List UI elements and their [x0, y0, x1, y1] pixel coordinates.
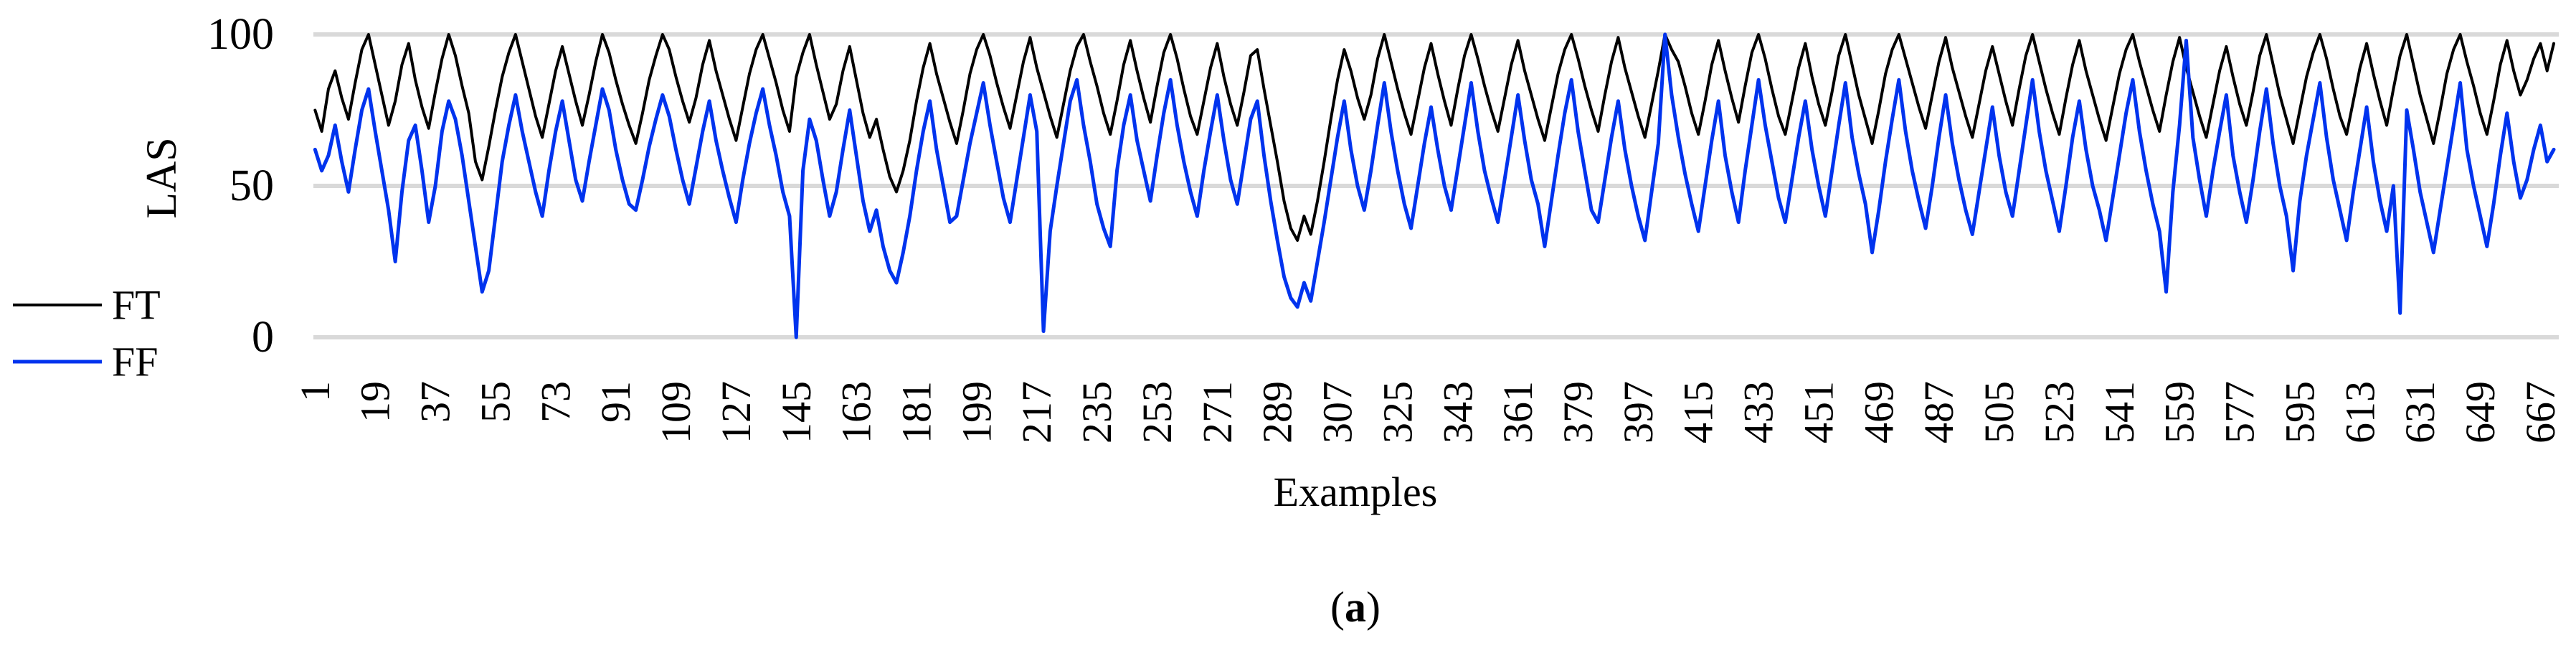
x-tick-label-1: 1 [292, 381, 338, 402]
x-tick-label-37: 37 [412, 381, 459, 423]
x-tick-label-577: 577 [2217, 381, 2263, 443]
x-tick-label-325: 325 [1374, 381, 1421, 443]
x-tick-label-253: 253 [1134, 381, 1180, 443]
x-tick-label-73: 73 [532, 381, 579, 423]
x-tick-label-109: 109 [653, 381, 699, 443]
y-tick-label-0: 0 [252, 313, 274, 362]
series-line-FT [313, 33, 2556, 242]
x-tick-label-469: 469 [1855, 381, 1902, 443]
x-tick-label-127: 127 [713, 381, 759, 443]
x-tick-label-523: 523 [2036, 381, 2083, 443]
x-tick-label-505: 505 [1976, 381, 2022, 443]
x-tick-label-559: 559 [2156, 381, 2203, 443]
x-tick-label-163: 163 [833, 381, 880, 443]
x-tick-label-595: 595 [2276, 381, 2323, 443]
x-tick-label-379: 379 [1555, 381, 1601, 443]
x-tick-label-361: 361 [1495, 381, 1541, 443]
y-tick-label-50: 50 [229, 161, 274, 210]
x-tick-label-55: 55 [472, 381, 518, 423]
legend-label-FT: FT [112, 282, 161, 329]
x-tick-label-649: 649 [2457, 381, 2504, 443]
x-tick-label-91: 91 [592, 381, 639, 423]
x-tick-label-667: 667 [2517, 381, 2564, 443]
legend-label-FF: FF [112, 339, 158, 385]
x-tick-label-217: 217 [1013, 381, 1060, 443]
x-tick-label-433: 433 [1736, 381, 1782, 443]
subfigure-caption: (a) [1330, 583, 1381, 631]
x-axis-title: Examples [1273, 469, 1438, 515]
subfigure-caption-letter: a [1345, 583, 1366, 631]
x-tick-label-199: 199 [953, 381, 1000, 443]
x-tick-label-289: 289 [1254, 381, 1301, 443]
x-tick-label-487: 487 [1916, 381, 1962, 443]
x-tick-label-397: 397 [1615, 381, 1662, 443]
x-tick-label-235: 235 [1074, 381, 1120, 443]
x-tick-label-181: 181 [893, 381, 939, 443]
series-line-FF [313, 32, 2556, 339]
x-tick-label-415: 415 [1675, 381, 1722, 443]
y-axis-title: LAS [137, 137, 185, 219]
x-tick-label-631: 631 [2397, 381, 2443, 443]
x-tick-label-541: 541 [2096, 381, 2143, 443]
x-tick-label-19: 19 [352, 381, 399, 423]
x-tick-label-343: 343 [1434, 381, 1481, 443]
x-tick-label-613: 613 [2336, 381, 2383, 443]
x-tick-label-307: 307 [1315, 381, 1361, 443]
x-tick-label-451: 451 [1795, 381, 1842, 443]
y-tick-label-100: 100 [207, 10, 274, 59]
x-tick-label-145: 145 [773, 381, 820, 443]
x-tick-label-271: 271 [1194, 381, 1241, 443]
